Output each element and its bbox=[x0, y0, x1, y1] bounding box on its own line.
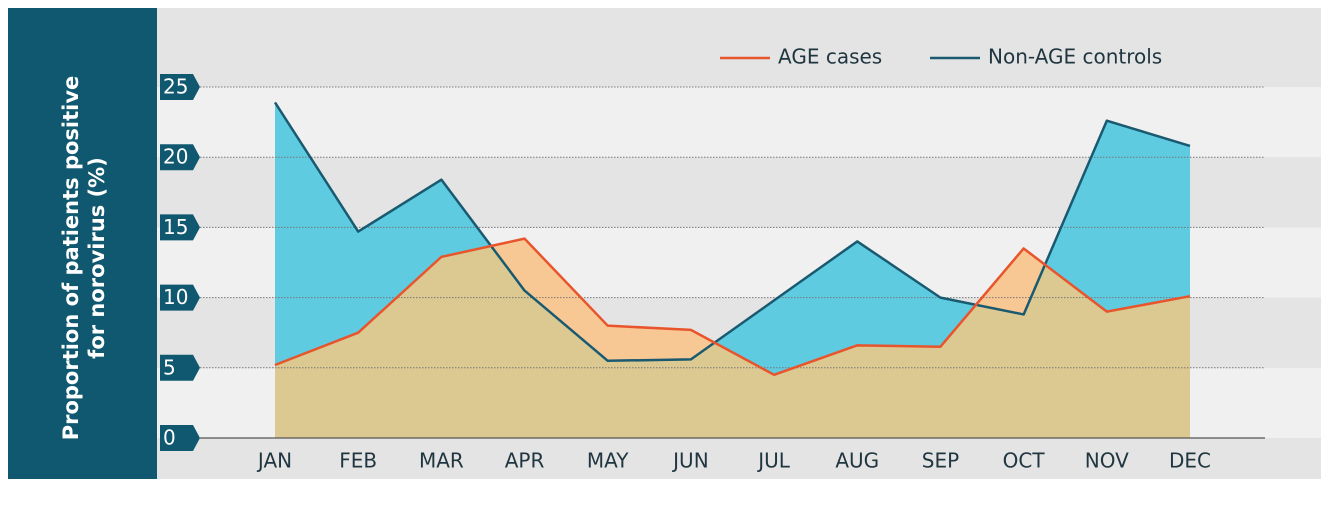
side-panel bbox=[8, 8, 157, 479]
y-axis-title-line: Proportion of patients positive bbox=[59, 76, 83, 441]
x-tick-label: JUN bbox=[671, 449, 709, 473]
y-tick-tab bbox=[160, 144, 200, 171]
x-tick-label: NOV bbox=[1085, 449, 1129, 473]
x-tick-label: JUL bbox=[756, 449, 791, 473]
y-tick-tab bbox=[160, 74, 200, 100]
y-tick-tab bbox=[160, 284, 200, 311]
y-tick-label: 0 bbox=[163, 426, 176, 450]
x-tick-label: OCT bbox=[1003, 449, 1046, 473]
plot: 0 5 10 15 20 25 JAN FEB MAR APR MAY JUN JUL AUG SEP OCT… bbox=[160, 45, 1265, 473]
x-tick-label: SEP bbox=[922, 449, 959, 473]
x-tick-label: JAN bbox=[256, 449, 292, 473]
y-tick-label: 10 bbox=[163, 285, 188, 309]
legend-label: AGE cases bbox=[778, 45, 882, 69]
y-axis-title: Proportion of patients positive for noro… bbox=[59, 76, 109, 441]
line bbox=[274, 237, 1191, 377]
x-tick-label: AUG bbox=[835, 449, 879, 473]
y-tick-tab bbox=[160, 425, 200, 451]
y-tick-label: 25 bbox=[163, 75, 188, 99]
x-tick-label: MAY bbox=[587, 449, 629, 473]
x-tick-label: APR bbox=[505, 449, 545, 473]
x-tick-label: DEC bbox=[1169, 449, 1211, 473]
y-tick-label: 5 bbox=[163, 355, 176, 379]
y-tick-label: 20 bbox=[163, 145, 188, 169]
y-tick-tab bbox=[160, 214, 200, 241]
legend-label: Non-AGE controls bbox=[988, 45, 1162, 69]
line bbox=[273, 101, 1191, 363]
y-axis-title-line: for norovirus (%) bbox=[85, 157, 109, 359]
x-tick-label: FEB bbox=[339, 449, 377, 473]
y-tick-label: 15 bbox=[163, 215, 188, 239]
y-tick-tab bbox=[160, 354, 200, 381]
overlap-area bbox=[275, 238, 1190, 438]
x-tick-label: MAR bbox=[419, 449, 464, 473]
